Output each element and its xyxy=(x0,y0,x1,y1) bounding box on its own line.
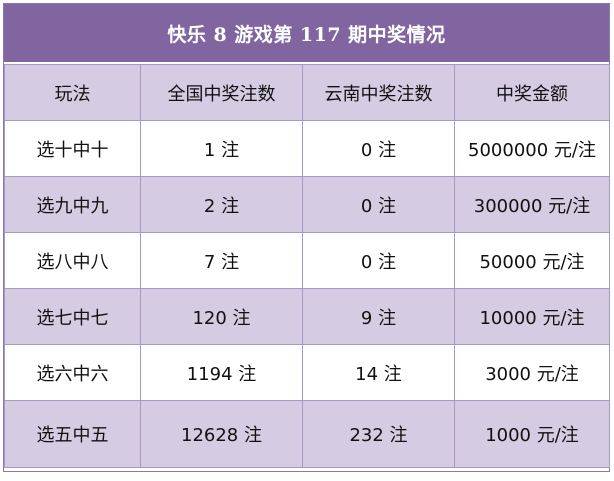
table-row: 选八中八 7 注 0 注 50000 元/注 xyxy=(4,232,610,289)
cell-prize: 50000 元/注 xyxy=(454,232,610,289)
table-row: 选五中五 12628 注 232 注 1000 元/注 xyxy=(4,400,610,468)
cell-national: 7 注 xyxy=(140,232,303,289)
cell-play: 选九中九 xyxy=(4,176,141,233)
cell-play: 选八中八 xyxy=(4,232,141,289)
cell-prize: 300000 元/注 xyxy=(454,176,610,233)
cell-prize: 1000 元/注 xyxy=(454,400,610,468)
cell-national: 1194 注 xyxy=(140,344,303,401)
table-row: 选十中十 1 注 0 注 5000000 元/注 xyxy=(4,120,610,177)
cell-prize: 5000000 元/注 xyxy=(454,120,610,177)
lottery-results-table: 快乐 8 游戏第 117 期中奖情况 玩法 全国中奖注数 云南中奖注数 中奖金额… xyxy=(3,3,610,472)
cell-play: 选十中十 xyxy=(4,120,141,177)
table-row: 选六中六 1194 注 14 注 3000 元/注 xyxy=(4,344,610,401)
header-play: 玩法 xyxy=(4,64,141,121)
cell-yunnan: 0 注 xyxy=(302,232,455,289)
cell-yunnan: 0 注 xyxy=(302,120,455,177)
cell-yunnan: 0 注 xyxy=(302,176,455,233)
cell-national: 1 注 xyxy=(140,120,303,177)
results-grid: 玩法 全国中奖注数 云南中奖注数 中奖金额 选十中十 1 注 0 注 50000… xyxy=(4,64,610,468)
cell-yunnan: 14 注 xyxy=(302,344,455,401)
cell-prize: 10000 元/注 xyxy=(454,288,610,345)
cell-yunnan: 232 注 xyxy=(302,400,455,468)
cell-play: 选五中五 xyxy=(4,400,141,468)
cell-yunnan: 9 注 xyxy=(302,288,455,345)
header-yunnan-winners: 云南中奖注数 xyxy=(302,64,455,121)
cell-play: 选七中七 xyxy=(4,288,141,345)
table-title: 快乐 8 游戏第 117 期中奖情况 xyxy=(4,4,609,64)
header-row: 玩法 全国中奖注数 云南中奖注数 中奖金额 xyxy=(4,64,610,121)
header-national-winners: 全国中奖注数 xyxy=(140,64,303,121)
cell-national: 120 注 xyxy=(140,288,303,345)
table-row: 选九中九 2 注 0 注 300000 元/注 xyxy=(4,176,610,233)
cell-prize: 3000 元/注 xyxy=(454,344,610,401)
header-prize-amount: 中奖金额 xyxy=(454,64,610,121)
cell-national: 2 注 xyxy=(140,176,303,233)
cell-play: 选六中六 xyxy=(4,344,141,401)
cell-national: 12628 注 xyxy=(140,400,303,468)
table-row: 选七中七 120 注 9 注 10000 元/注 xyxy=(4,288,610,345)
